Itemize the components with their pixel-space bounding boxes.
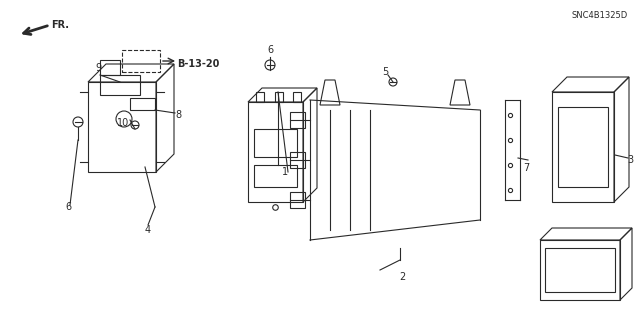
Text: 8: 8: [175, 110, 181, 120]
Text: SNC4B1325D: SNC4B1325D: [572, 11, 628, 20]
Text: 5: 5: [382, 67, 388, 77]
Text: B-13-20: B-13-20: [177, 59, 219, 69]
Text: 10: 10: [117, 118, 129, 128]
Text: 1: 1: [282, 167, 288, 177]
Text: 3: 3: [627, 155, 633, 165]
Text: 6: 6: [65, 202, 71, 212]
Text: 6: 6: [267, 45, 273, 55]
Text: 2: 2: [399, 272, 405, 282]
Text: 4: 4: [145, 225, 151, 235]
Text: 9: 9: [95, 63, 101, 73]
Text: 7: 7: [523, 163, 529, 173]
Text: FR.: FR.: [51, 20, 69, 30]
